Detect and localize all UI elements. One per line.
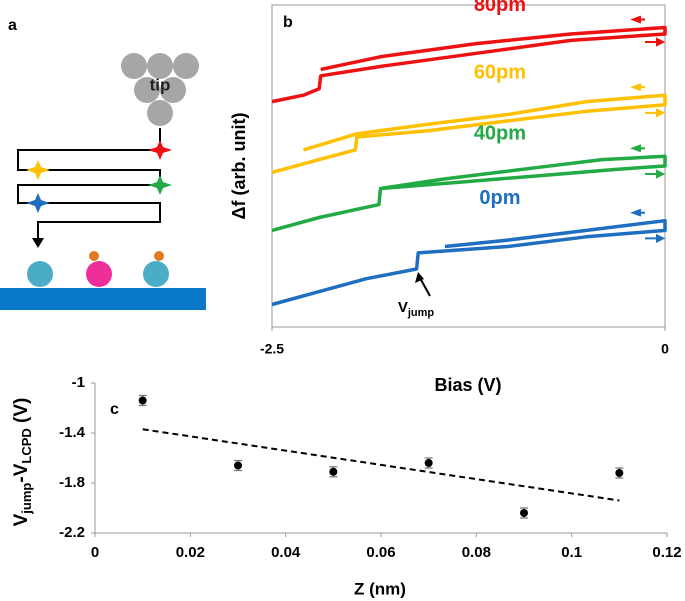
- arrow-right: [645, 233, 666, 244]
- y-axis-label: Vjump-VLCPD (V): [11, 398, 34, 527]
- x-tick-label: 0.02: [176, 544, 205, 561]
- point: [520, 509, 528, 517]
- trace: [271, 218, 667, 307]
- stars: [26, 140, 172, 213]
- y-tick-label: -1.4: [59, 424, 86, 441]
- y-label-part: -V: [11, 463, 32, 482]
- series-label: 40pm: [474, 123, 526, 145]
- x-tick-label: 0.1: [561, 544, 582, 561]
- substrate: [0, 251, 206, 310]
- arrow-right: [645, 108, 666, 118]
- trace: [271, 93, 667, 175]
- tip-label: tip: [150, 75, 171, 94]
- y-tick-label: -1.8: [59, 474, 85, 491]
- series-label: 80pm: [474, 0, 526, 16]
- y-label-part: (V): [11, 398, 32, 429]
- arrow-head: [32, 238, 44, 248]
- scan-path: [17, 128, 161, 240]
- trendline: [142, 428, 620, 502]
- trace: [271, 25, 667, 104]
- x-axis-label: Z (nm): [354, 579, 406, 598]
- x-tick-label: 0.12: [652, 544, 681, 561]
- panel-label: a: [8, 17, 17, 34]
- x-tick-label: -2.5: [260, 341, 284, 357]
- series-label: 0pm: [479, 187, 520, 209]
- annotation: Vjump: [398, 299, 435, 319]
- trace: [271, 154, 667, 233]
- arrow-left: [630, 208, 645, 217]
- x-axis-label: Bias (V): [434, 375, 501, 395]
- point: [234, 461, 242, 470]
- x-tick-label: 0.06: [366, 544, 395, 561]
- point: [329, 467, 338, 476]
- panel-label: c: [110, 401, 119, 418]
- point: [138, 396, 147, 405]
- y-label-part: V: [11, 513, 32, 526]
- y-axis-label: Δf (arb. unit): [229, 113, 249, 220]
- y-tick-label: -2.2: [59, 524, 85, 541]
- x-tick-label: 0.04: [271, 544, 301, 561]
- y-label-sub: jump: [19, 483, 34, 515]
- point: [424, 459, 433, 467]
- annotation-text: V: [398, 299, 408, 316]
- arrow-left: [630, 83, 645, 92]
- x-tick-label: 0.08: [462, 544, 491, 561]
- x-tick-label: 0: [661, 341, 669, 357]
- point: [615, 469, 624, 477]
- annotation-sub: jump: [407, 307, 435, 319]
- tip: [121, 53, 199, 126]
- series-label: 60pm: [474, 61, 526, 83]
- annotation-arrow: [415, 272, 431, 297]
- arrow-right: [645, 37, 666, 47]
- y-tick-label: -1: [72, 374, 85, 391]
- x-tick-label: 0: [91, 544, 99, 561]
- arrow-left: [630, 15, 645, 24]
- y-label-sub: LCPD: [19, 428, 34, 463]
- arrow-left: [630, 144, 645, 153]
- arrow-right: [645, 169, 666, 179]
- panel-label: b: [283, 14, 293, 31]
